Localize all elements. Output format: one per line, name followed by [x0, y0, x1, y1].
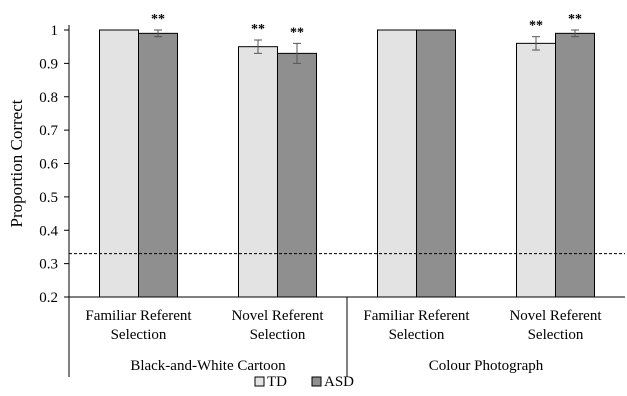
category-label-line2: Selection: [250, 327, 306, 343]
bar-asd: [138, 32, 178, 298]
y-tick-label: 0.5: [39, 190, 58, 206]
significance-marker: **: [251, 22, 265, 37]
y-tick-label: 0.3: [39, 257, 58, 273]
y-axis-title: Proportion Correct: [7, 99, 26, 227]
category-label-line2: Selection: [528, 327, 584, 343]
legend-swatch-asd: [311, 376, 322, 387]
category-label-line1: Familiar Referent: [85, 308, 192, 324]
group-label: Black-and-White Cartoon: [130, 358, 286, 374]
category-label-line2: Selection: [389, 327, 445, 343]
y-tick-label: 0.8: [39, 90, 58, 106]
bar-asd: [416, 29, 456, 298]
y-tick-label: 1: [51, 23, 59, 39]
y-tick-label: 0.6: [39, 157, 58, 173]
y-tick-label: 0.9: [39, 56, 58, 72]
category-label-line1: Novel Referent: [509, 308, 602, 324]
legend-label-asd: ASD: [324, 374, 354, 390]
y-tick-label: 0.2: [39, 290, 58, 306]
significance-marker: **: [290, 25, 304, 40]
legend-label-td: TD: [267, 374, 287, 390]
bar-asd: [555, 32, 595, 298]
significance-marker: **: [151, 12, 165, 27]
y-tick-label: 0.7: [39, 123, 58, 139]
legend-swatch-td: [254, 376, 265, 387]
category-label-line1: Familiar Referent: [363, 308, 470, 324]
bar-td: [238, 46, 278, 298]
significance-marker: **: [529, 19, 543, 34]
category-label-line2: Selection: [111, 327, 167, 343]
bar-td: [516, 42, 556, 298]
bar-asd: [277, 52, 317, 298]
bar-td: [99, 29, 139, 298]
category-label-line1: Novel Referent: [231, 308, 324, 324]
bar-td: [377, 29, 417, 298]
y-tick-label: 0.4: [39, 223, 58, 239]
significance-marker: **: [568, 12, 582, 27]
group-label: Colour Photograph: [429, 358, 544, 374]
